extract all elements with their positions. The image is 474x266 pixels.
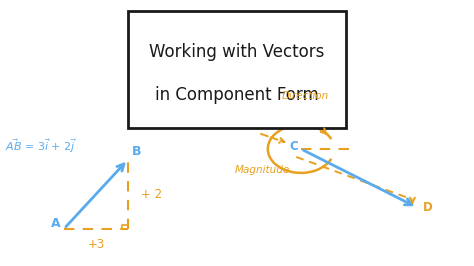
Text: B: B xyxy=(132,145,141,158)
Text: C: C xyxy=(290,140,298,153)
Text: +3: +3 xyxy=(87,238,105,251)
Text: A: A xyxy=(51,217,60,230)
Text: + 2: + 2 xyxy=(141,188,162,201)
Text: $\vec{AB}$ = 3$\vec{i}$ + 2$\vec{j}$: $\vec{AB}$ = 3$\vec{i}$ + 2$\vec{j}$ xyxy=(5,138,77,155)
FancyBboxPatch shape xyxy=(128,11,346,128)
Text: in Component Form: in Component Form xyxy=(155,86,319,104)
Text: D: D xyxy=(423,201,432,214)
Text: Magnitude: Magnitude xyxy=(235,165,290,175)
Text: Working with Vectors: Working with Vectors xyxy=(149,43,325,61)
Text: Direction: Direction xyxy=(282,91,329,101)
